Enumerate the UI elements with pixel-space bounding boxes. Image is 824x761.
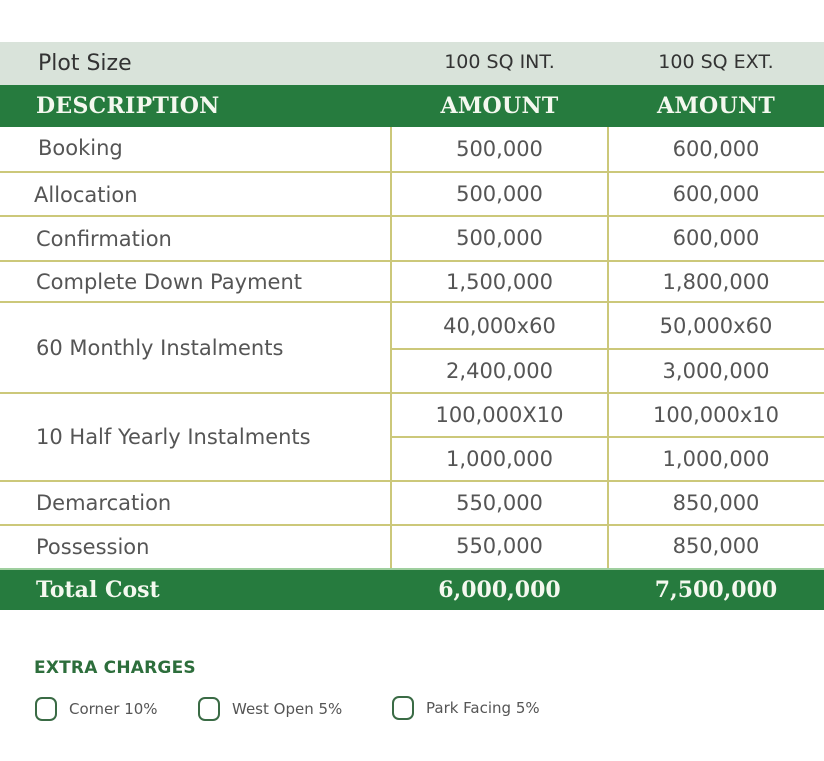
total-cost-row: Total Cost 6,000,000 7,500,000 xyxy=(0,568,824,610)
plot-size-label: Plot Size xyxy=(38,51,132,76)
total-label: Total Cost xyxy=(36,577,160,603)
checkbox-icon[interactable] xyxy=(198,697,220,721)
row-description: 10 Half Yearly Instalments xyxy=(36,425,311,449)
row-amount-a: 500,000 xyxy=(456,137,543,161)
row-amount-b: 600,000 xyxy=(672,182,760,206)
total-amount-a: 6,000,000 xyxy=(438,577,561,603)
row-amount-b: 1,800,000 xyxy=(662,269,770,294)
row-amount-a: 550,000 xyxy=(456,491,543,515)
checkbox-icon[interactable] xyxy=(35,697,57,721)
row-description: Confirmation xyxy=(36,227,172,251)
row-amount-a: 1,500,000 xyxy=(446,269,553,294)
row-rate-b: 50,000x60 xyxy=(659,313,773,338)
header-amount-b: AMOUNT xyxy=(656,93,776,119)
header-description: DESCRIPTION xyxy=(36,93,220,119)
plot-size-col-a: 100 SQ INT. xyxy=(444,51,555,73)
row-amount-a: 500,000 xyxy=(456,182,543,206)
row-divider xyxy=(0,524,824,526)
plot-size-row: Plot Size 100 SQ INT. 100 SQ EXT. xyxy=(0,42,824,85)
option-west-open[interactable]: West Open 5% xyxy=(198,697,342,721)
checkbox-icon[interactable] xyxy=(392,696,414,720)
option-label: Corner 10% xyxy=(69,700,158,718)
row-divider xyxy=(0,260,824,262)
row-amount-a: 550,000 xyxy=(456,534,543,558)
row-divider xyxy=(0,480,824,482)
row-divider xyxy=(0,301,824,303)
row-subtotal-b: 1,000,000 xyxy=(662,447,770,471)
row-amount-b: 600,000 xyxy=(672,226,760,250)
row-amount-a: 500,000 xyxy=(456,226,543,250)
row-rate-b: 100,000x10 xyxy=(653,403,779,427)
table-header-row: DESCRIPTION AMOUNT AMOUNT xyxy=(0,85,824,127)
row-description: 60 Monthly Instalments xyxy=(36,335,284,360)
option-label: Park Facing 5% xyxy=(426,699,540,717)
option-label: West Open 5% xyxy=(232,700,343,718)
option-corner[interactable]: Corner 10% xyxy=(35,697,158,721)
row-rate-a: 100,000X10 xyxy=(435,403,564,427)
row-divider xyxy=(0,171,824,173)
row-amount-b: 600,000 xyxy=(672,137,760,161)
option-park-facing[interactable]: Park Facing 5% xyxy=(392,696,540,720)
column-divider-2 xyxy=(607,127,609,568)
row-description: Allocation xyxy=(34,183,138,207)
column-divider-1 xyxy=(390,127,392,568)
row-description: Demarcation xyxy=(36,491,172,515)
row-subtotal-a: 1,000,000 xyxy=(446,447,553,471)
extra-charges-title: EXTRA CHARGES xyxy=(34,658,196,678)
sub-row-divider xyxy=(391,348,824,350)
total-amount-b: 7,500,000 xyxy=(654,577,778,603)
header-amount-a: AMOUNT xyxy=(440,93,559,119)
row-description: Possession xyxy=(36,535,150,559)
row-amount-b: 850,000 xyxy=(672,491,760,515)
row-subtotal-a: 2,400,000 xyxy=(446,359,553,383)
row-description: Booking xyxy=(38,136,123,160)
row-description: Complete Down Payment xyxy=(36,270,302,294)
sub-row-divider xyxy=(391,436,824,438)
plot-size-col-b: 100 SQ EXT. xyxy=(658,51,774,73)
row-divider xyxy=(0,215,824,217)
row-rate-a: 40,000x60 xyxy=(443,313,556,338)
row-amount-b: 850,000 xyxy=(672,534,760,558)
row-divider xyxy=(0,392,824,394)
row-subtotal-b: 3,000,000 xyxy=(662,359,770,383)
